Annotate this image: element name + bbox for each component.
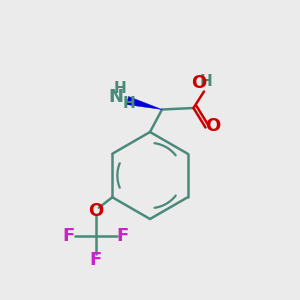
Text: F: F: [63, 227, 75, 245]
Text: O: O: [88, 202, 103, 220]
Text: F: F: [117, 227, 129, 245]
Text: H: H: [114, 81, 126, 96]
Text: O: O: [206, 117, 220, 135]
Text: O: O: [191, 74, 206, 92]
Polygon shape: [126, 96, 162, 110]
Text: F: F: [90, 251, 102, 269]
Text: H: H: [123, 96, 135, 111]
Text: N: N: [108, 88, 123, 106]
Text: H: H: [200, 74, 212, 89]
